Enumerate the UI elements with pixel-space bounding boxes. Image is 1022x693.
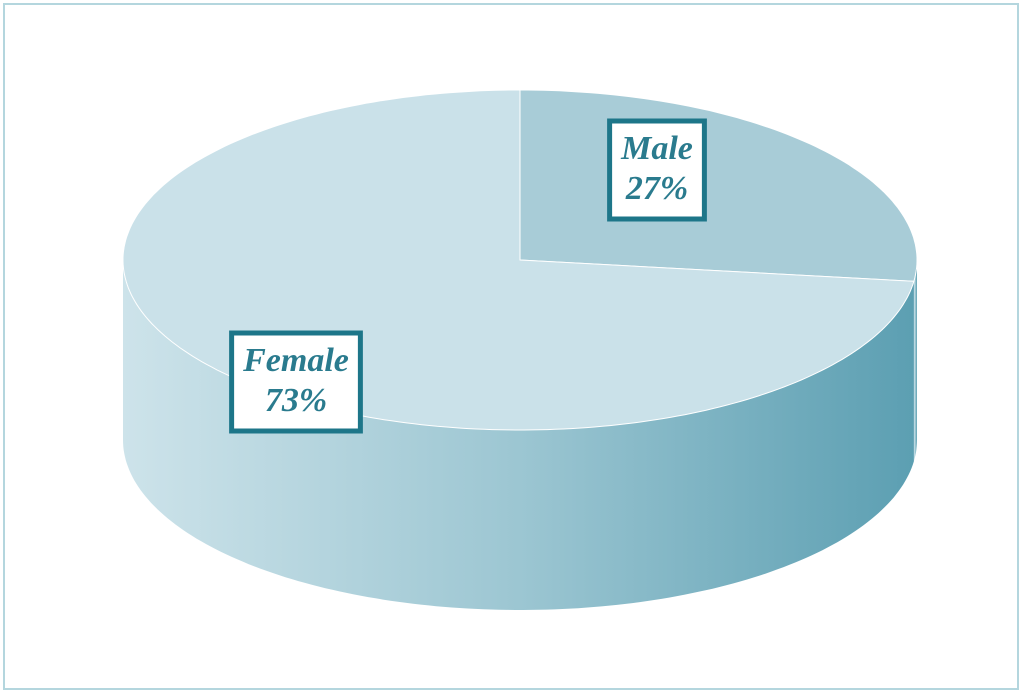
category-label: Female (242, 342, 349, 379)
value-label: 27% (625, 170, 688, 207)
label-box (229, 330, 363, 434)
pie-side (913, 260, 917, 462)
value-label: 73% (265, 382, 327, 419)
category-label: Male (620, 130, 693, 167)
pie-side (123, 260, 914, 610)
label-box (607, 118, 707, 222)
